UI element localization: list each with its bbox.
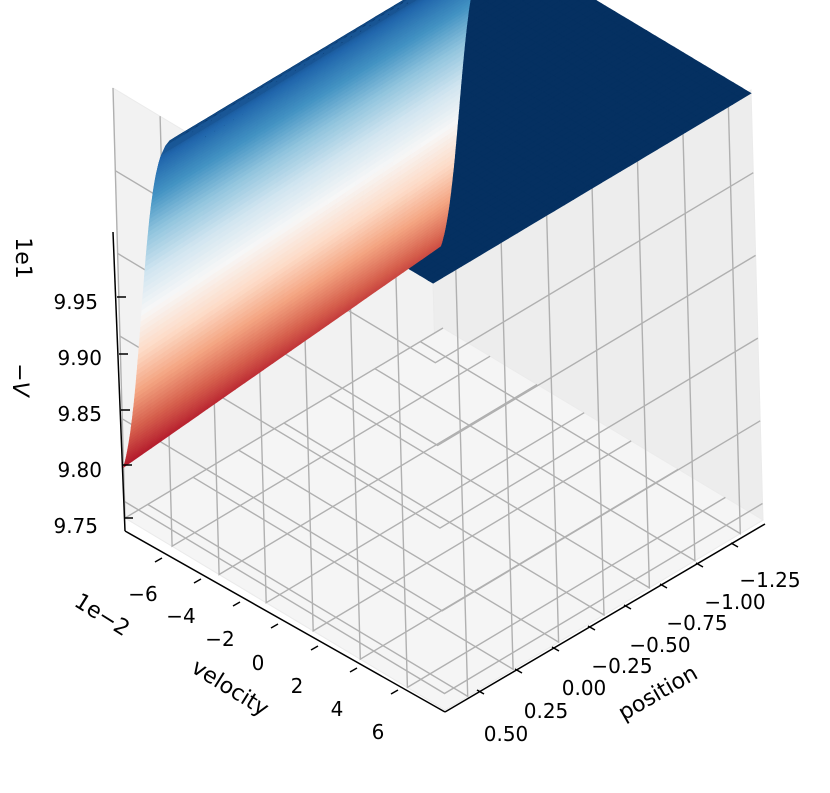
grid-line-velocity bbox=[283, 184, 605, 617]
grid-line-position bbox=[394, 257, 726, 689]
velocity-tick-mark bbox=[193, 578, 202, 584]
grid-line-velocity bbox=[147, 266, 469, 698]
position-tick-label: −0.75 bbox=[666, 611, 727, 635]
z-axis-label: −V bbox=[7, 363, 32, 398]
position-tick-label: 0.25 bbox=[524, 699, 569, 723]
position-tick-label: 0.00 bbox=[562, 676, 607, 700]
surface-cell bbox=[482, 0, 489, 2]
velocity-tick-mark bbox=[270, 623, 279, 629]
velocity-tick-label: 2 bbox=[291, 674, 304, 698]
velocity-tick-label: −6 bbox=[128, 582, 157, 606]
position-tick-label: 0.50 bbox=[484, 722, 529, 746]
position-tick-label: −1.25 bbox=[739, 568, 800, 592]
velocity-tick-label: −2 bbox=[205, 627, 234, 651]
position-axis-ticks: −1.25 −1.00 −0.75 −0.50 −0.25 0.00 0.25 … bbox=[484, 568, 801, 746]
velocity-axis-line bbox=[124, 530, 446, 713]
z-offset-label: 1e1 bbox=[10, 237, 35, 279]
velocity-tick-mark bbox=[349, 667, 358, 673]
velocity-tick-mark bbox=[154, 557, 163, 563]
velocity-tick-label: 0 bbox=[252, 651, 265, 675]
position-tick-label: −1.00 bbox=[704, 590, 765, 614]
grid-line-velocity bbox=[238, 212, 560, 644]
velocity-offset-label: 1e−2 bbox=[70, 589, 134, 642]
grid-line-z bbox=[124, 500, 763, 695]
velocity-tick-mark bbox=[390, 689, 399, 695]
velocity-tick-mark bbox=[232, 601, 241, 607]
position-tick-mark bbox=[551, 646, 560, 652]
position-tick-mark bbox=[476, 689, 485, 695]
velocity-axis-ticks: −6 −4 −2 0 2 4 6 bbox=[128, 582, 384, 744]
z-axis-line bbox=[112, 231, 126, 532]
z-axis-ticks: 9.75 9.80 9.85 9.90 9.95 bbox=[53, 290, 102, 538]
grid-line-velocity bbox=[329, 157, 651, 590]
position-tick-label: −0.50 bbox=[629, 633, 690, 657]
grid-line-velocity bbox=[419, 103, 742, 535]
position-tick-mark bbox=[730, 542, 739, 548]
velocity-tick-label: 4 bbox=[331, 697, 344, 721]
velocity-tick-label: −4 bbox=[166, 604, 195, 628]
grid-line-velocity bbox=[192, 239, 514, 671]
position-tick-mark bbox=[587, 625, 596, 631]
velocity-tick-mark bbox=[310, 645, 319, 651]
z-tick-label: 9.95 bbox=[53, 290, 98, 314]
position-tick-mark bbox=[659, 583, 668, 589]
value-surface bbox=[123, 0, 752, 469]
z-tick-label: 9.90 bbox=[57, 346, 102, 370]
grid-line-velocity bbox=[374, 130, 696, 562]
position-tick-mark bbox=[695, 562, 704, 568]
z-tick-label: 9.80 bbox=[57, 458, 102, 482]
grid-line-z bbox=[119, 335, 759, 529]
z-tick-label: 9.85 bbox=[57, 402, 102, 426]
axis-lines bbox=[112, 231, 766, 713]
grid-line-z bbox=[121, 418, 761, 612]
z-tick-label: 9.75 bbox=[53, 514, 98, 538]
position-axis-line bbox=[444, 523, 766, 713]
position-tick-mark bbox=[514, 668, 523, 674]
position-tick-mark bbox=[623, 604, 632, 610]
grid-line-position bbox=[300, 200, 632, 633]
position-tick-label: −0.25 bbox=[591, 654, 652, 678]
velocity-tick-label: 6 bbox=[372, 720, 385, 744]
